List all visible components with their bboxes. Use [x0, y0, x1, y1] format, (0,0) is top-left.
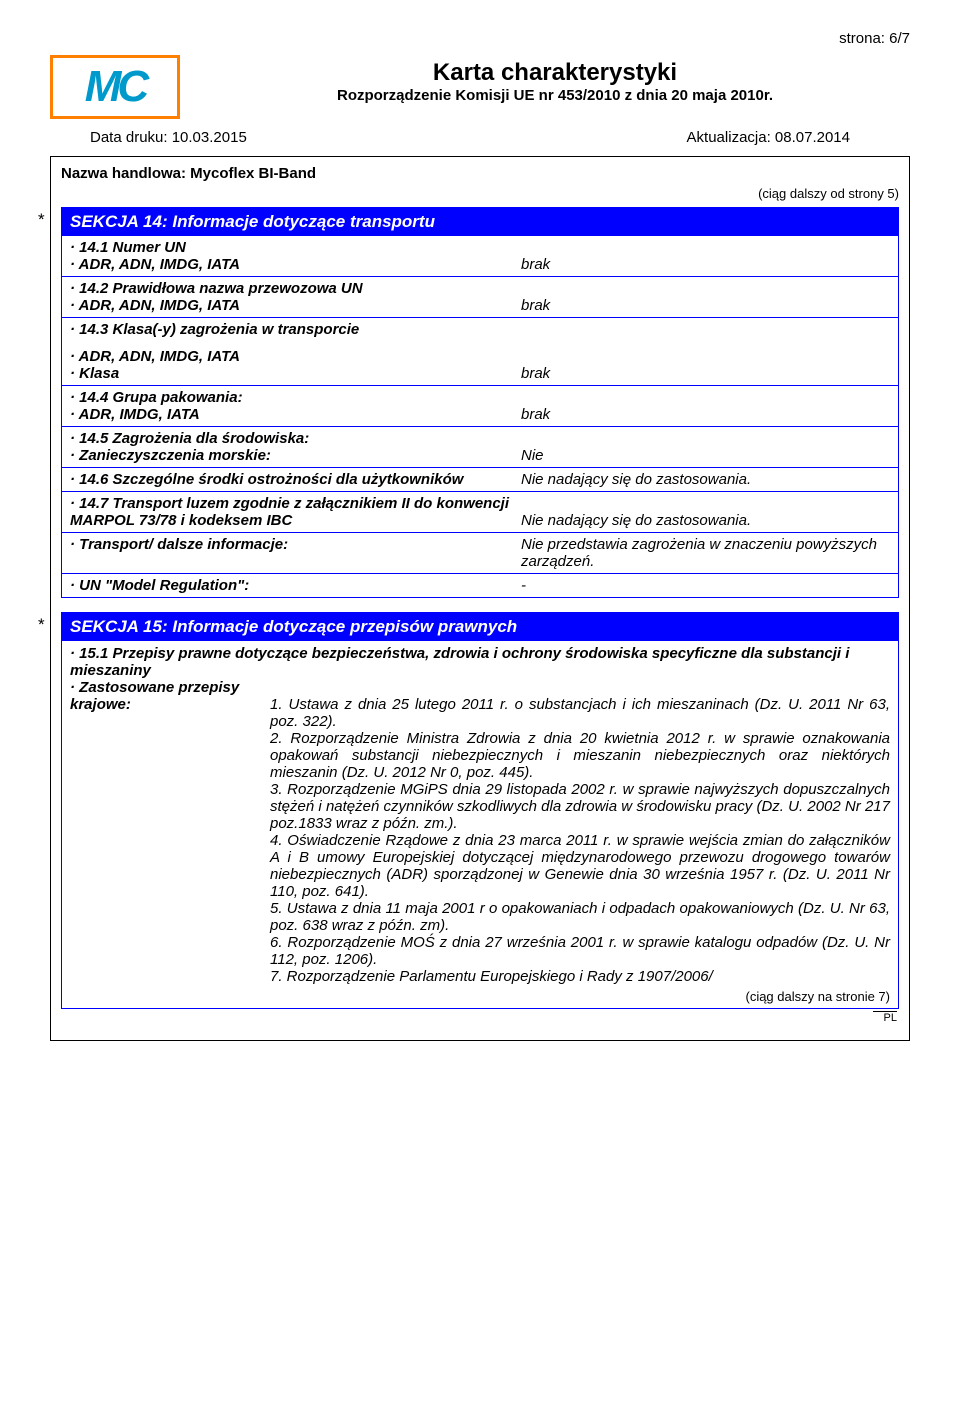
continued-next-note: (ciąg dalszy na stronie 7) [70, 989, 890, 1004]
row-label-line: UN "Model Regulation": [70, 577, 511, 594]
row-label: 14.5 Zagrożenia dla środowiska:Zanieczys… [70, 430, 521, 464]
asterisk-icon: * [38, 615, 45, 635]
row-label-line: 14.6 Szczególne środki ostrożności dla u… [70, 471, 511, 488]
regulation-item: 6. Rozporządzenie MOŚ z dnia 27 września… [270, 934, 890, 968]
row-label: Transport/ dalsze informacje: [70, 536, 521, 570]
section-15-title: SEKCJA 15: Informacje dotyczące przepisó… [70, 617, 517, 636]
transport-row: 14.6 Szczególne środki ostrożności dla u… [62, 467, 898, 491]
transport-row: 14.1 Numer UNADR, ADN, IMDG, IATAbrak [62, 236, 898, 276]
transport-row: 14.4 Grupa pakowania:ADR, IMDG, IATAbrak [62, 385, 898, 426]
row-value: brak [521, 239, 890, 273]
language-mark: PL [873, 1011, 897, 1024]
section-15-heading: 15.1 Przepisy prawne dotyczące bezpiecze… [70, 645, 890, 679]
regulation-item: 1. Ustawa z dnia 25 lutego 2011 r. o sub… [270, 696, 890, 730]
row-value: brak [521, 389, 890, 423]
page-number: strona: 6/7 [50, 30, 910, 47]
krajowe-label: krajowe: [70, 696, 270, 985]
regulations-list: 1. Ustawa z dnia 25 lutego 2011 r. o sub… [270, 696, 890, 985]
row-value: brak [521, 321, 890, 382]
regulation-item: 2. Rozporządzenie Ministra Zdrowia z dni… [270, 730, 890, 781]
row-label-line: 14.5 Zagrożenia dla środowiska: [70, 430, 511, 447]
row-value: Nie nadający się do zastosowania. [521, 495, 890, 529]
content-frame: Nazwa handlowa: Mycoflex BI-Band (ciąg d… [50, 156, 910, 1041]
continued-from-note: (ciąg dalszy od strony 5) [61, 186, 899, 201]
row-label-line: ADR, ADN, IMDG, IATA [70, 256, 511, 273]
row-label-line: ADR, IMDG, IATA [70, 406, 511, 423]
transport-row: 14.7 Transport luzem zgodnie z załącznik… [62, 491, 898, 532]
row-value: - [521, 577, 890, 594]
transport-row: 14.5 Zagrożenia dla środowiska:Zanieczys… [62, 426, 898, 467]
row-value: brak [521, 280, 890, 314]
product-name: Nazwa handlowa: Mycoflex BI-Band [61, 165, 899, 182]
row-label: 14.6 Szczególne środki ostrożności dla u… [70, 471, 521, 488]
row-value: Nie [521, 430, 890, 464]
regulation-item: 3. Rozporządzenie MGiPS dnia 29 listopad… [270, 781, 890, 832]
section-14-header: * SEKCJA 14: Informacje dotyczące transp… [62, 208, 898, 236]
section-15: * SEKCJA 15: Informacje dotyczące przepi… [61, 612, 899, 1009]
row-label: 14.2 Prawidłowa nazwa przewozowa UNADR, … [70, 280, 521, 314]
row-value: Nie przedstawia zagrożenia w znaczeniu p… [521, 536, 890, 570]
transport-row: 14.2 Prawidłowa nazwa przewozowa UNADR, … [62, 276, 898, 317]
row-label-line: 14.1 Numer UN [70, 239, 511, 256]
regulation-item: 5. Ustawa z dnia 11 maja 2001 r o opakow… [270, 900, 890, 934]
row-label: 14.1 Numer UNADR, ADN, IMDG, IATA [70, 239, 521, 273]
row-label-line: Zanieczyszczenia morskie: [70, 447, 511, 464]
section-15-body: 15.1 Przepisy prawne dotyczące bezpiecze… [62, 641, 898, 1008]
transport-row: UN "Model Regulation":- [62, 573, 898, 597]
section-15-header: * SEKCJA 15: Informacje dotyczące przepi… [62, 613, 898, 641]
logo-text: MC [85, 65, 145, 109]
row-label-line: ADR, ADN, IMDG, IATA [70, 297, 511, 314]
row-label: UN "Model Regulation": [70, 577, 521, 594]
update-date: Aktualizacja: 08.07.2014 [687, 129, 850, 146]
transport-row: Transport/ dalsze informacje: Nie przedst… [62, 532, 898, 573]
row-label-line: ADR, ADN, IMDG, IATA [70, 348, 511, 365]
row-label-line: 14.3 Klasa(-y) zagrożenia w transporcie [70, 321, 511, 338]
document-subtitle: Rozporządzenie Komisji UE nr 453/2010 z … [200, 87, 910, 104]
section-14-body: 14.1 Numer UNADR, ADN, IMDG, IATAbrak14.… [62, 236, 898, 597]
row-label-line: 14.2 Prawidłowa nazwa przewozowa UN [70, 280, 511, 297]
section-14-title: SEKCJA 14: Informacje dotyczące transpor… [70, 212, 435, 231]
print-date: Data druku: 10.03.2015 [90, 129, 247, 146]
transport-row: 14.3 Klasa(-y) zagrożenia w transporcie A… [62, 317, 898, 385]
row-label-line: 14.7 Transport luzem zgodnie z załącznik… [70, 495, 511, 529]
row-label: 14.3 Klasa(-y) zagrożenia w transporcie A… [70, 321, 521, 382]
row-label-line: Transport/ dalsze informacje: [70, 536, 511, 553]
dates-row: Data druku: 10.03.2015 Aktualizacja: 08.… [90, 129, 850, 146]
logo-box: MC [50, 55, 180, 119]
row-label-line: Klasa [70, 365, 511, 382]
row-label: 14.4 Grupa pakowania:ADR, IMDG, IATA [70, 389, 521, 423]
section-14: * SEKCJA 14: Informacje dotyczące transp… [61, 207, 899, 598]
document-title: Karta charakterystyki [200, 59, 910, 87]
regulation-item: 4. Oświadczenie Rządowe z dnia 23 marca … [270, 832, 890, 900]
row-label-line: 14.4 Grupa pakowania: [70, 389, 511, 406]
applied-regs-label: Zastosowane przepisy [70, 679, 890, 696]
asterisk-icon: * [38, 210, 45, 230]
row-value: Nie nadający się do zastosowania. [521, 471, 890, 488]
row-label: 14.7 Transport luzem zgodnie z załącznik… [70, 495, 521, 529]
regulation-item: 7. Rozporządzenie Parlamentu Europejskie… [270, 968, 890, 985]
document-header: MC Karta charakterystyki Rozporządzenie … [50, 55, 910, 119]
title-block: Karta charakterystyki Rozporządzenie Kom… [200, 55, 910, 104]
